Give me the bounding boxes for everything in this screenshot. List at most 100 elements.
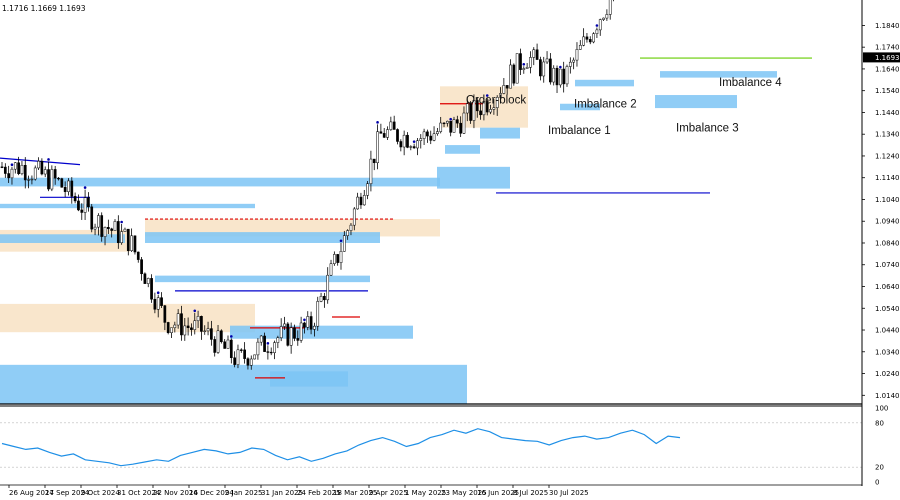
candle-body xyxy=(130,235,133,251)
candle-body xyxy=(33,167,37,180)
candle-body xyxy=(163,305,167,323)
candle-body xyxy=(299,322,303,341)
time-tick-label: 8 Jul 2025 xyxy=(513,489,548,497)
imbalance-zone-1 xyxy=(0,177,440,187)
candle-body xyxy=(552,67,556,83)
candle-body xyxy=(529,57,532,68)
swing-marker xyxy=(412,140,416,143)
zone-label-imbalance-2: Imbalance 2 xyxy=(574,99,637,111)
candle-body xyxy=(392,121,396,130)
imbalance-zone-16 xyxy=(575,79,634,87)
price-tick-label: 1.1240 xyxy=(875,152,900,160)
candle-body xyxy=(436,131,439,135)
candle-body xyxy=(239,349,243,351)
time-tick-label: 30 Jul 2025 xyxy=(549,489,589,497)
candle-body xyxy=(502,85,506,94)
candle-body xyxy=(455,119,459,124)
candle-body xyxy=(206,328,210,332)
oscillator-panel: 100 80 20 0 xyxy=(0,405,888,487)
candle-body xyxy=(446,120,449,124)
candle-body xyxy=(97,215,100,228)
swing-marker xyxy=(266,342,270,345)
candle-body xyxy=(57,177,60,180)
price-tick-label: 1.1640 xyxy=(875,65,900,73)
candle-body xyxy=(200,316,203,332)
candle-body xyxy=(93,226,97,230)
candle-body xyxy=(489,109,492,113)
price-tick-label: 1.1540 xyxy=(875,87,900,95)
candle-body xyxy=(582,36,585,46)
zone-label-imbalance-4: Imbalance 4 xyxy=(719,77,782,89)
candle-body xyxy=(107,227,110,230)
time-tick-label: 9 Jan 2025 xyxy=(225,489,263,497)
candle-body xyxy=(349,224,353,231)
oscillator-line xyxy=(1,428,681,467)
candle-body xyxy=(173,324,177,329)
candle-body xyxy=(186,325,190,329)
candle-body xyxy=(475,100,479,112)
price-tick-label: 1.1740 xyxy=(875,44,900,52)
candle-body xyxy=(485,101,489,113)
candle-body xyxy=(539,59,542,77)
candle-body xyxy=(555,67,559,86)
price-tick-label: 1.1340 xyxy=(875,131,900,139)
candle-body xyxy=(73,196,77,202)
imbalance-zone-6 xyxy=(145,232,380,243)
candle-body xyxy=(605,14,609,19)
candle-body xyxy=(289,327,293,346)
candle-body xyxy=(113,221,117,231)
candle-body xyxy=(592,33,595,43)
candle-body xyxy=(133,235,137,253)
candle-body xyxy=(568,61,572,67)
imbalance-zone-17 xyxy=(655,95,737,109)
imbalance-zone-18 xyxy=(660,71,777,78)
candle-body xyxy=(253,354,256,360)
time-tick-label: 31 Oct 2024 xyxy=(117,489,161,497)
candle-body xyxy=(296,338,300,341)
candle-body xyxy=(323,295,326,301)
candle-body xyxy=(140,259,143,275)
candle-body xyxy=(70,180,74,197)
candle-body xyxy=(216,330,220,353)
swing-marker xyxy=(47,158,50,161)
time-tick-label: 1 May 2025 xyxy=(405,489,446,497)
candle-body xyxy=(223,341,227,349)
candle-body xyxy=(30,178,34,181)
candle-body xyxy=(339,251,343,263)
swing-marker xyxy=(193,309,197,313)
candle-body xyxy=(153,298,157,310)
time-tick-label: 31 Jan 2025 xyxy=(261,489,303,497)
candle-body xyxy=(266,351,270,353)
candle-body xyxy=(269,351,273,354)
candle-body xyxy=(342,235,346,252)
candle-body xyxy=(602,17,605,20)
candle-body xyxy=(306,316,310,328)
candle-body xyxy=(572,59,575,63)
candle-body xyxy=(249,358,253,366)
last-price-badge xyxy=(863,52,900,63)
price-tick-label: 1.0540 xyxy=(875,305,900,313)
imbalance-zone-10 xyxy=(0,364,467,404)
candle-body xyxy=(176,313,180,326)
time-tick-label: 24 Feb 2025 xyxy=(297,489,341,497)
swing-marker xyxy=(559,65,562,69)
time-tick-label: 9 Apr 2025 xyxy=(369,489,408,497)
candle-body xyxy=(382,133,386,138)
price-tick-label: 1.0440 xyxy=(875,327,900,335)
candle-body xyxy=(376,131,379,164)
swing-marker xyxy=(156,291,160,295)
candle-body xyxy=(422,131,426,139)
candle-body xyxy=(136,251,140,260)
candle-body xyxy=(303,322,306,328)
candle-body xyxy=(595,29,599,34)
candle-body xyxy=(465,103,469,114)
candle-body xyxy=(243,349,246,359)
candle-body xyxy=(233,357,236,365)
candle-body xyxy=(10,168,14,179)
candle-body xyxy=(273,342,276,353)
candle-body xyxy=(442,122,446,125)
candle-body xyxy=(362,195,366,206)
swing-marker xyxy=(522,62,526,66)
